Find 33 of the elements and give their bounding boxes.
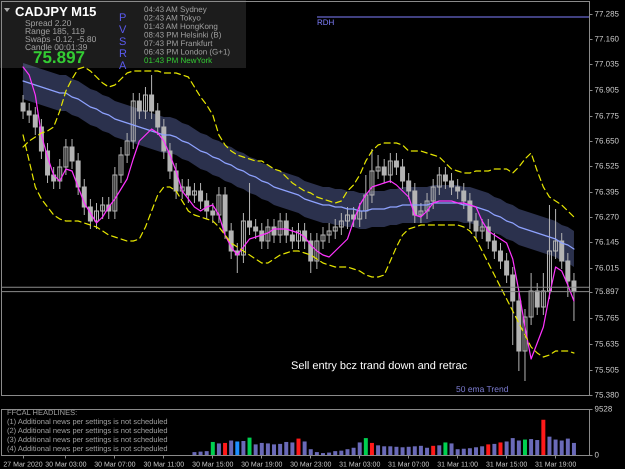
y-tick-label: 76.650 — [594, 136, 620, 146]
y-tick-label: 77.160 — [594, 34, 620, 44]
y-tick-label: 75.380 — [594, 390, 620, 400]
y-tick-label: 76.145 — [594, 238, 620, 246]
annotation: Range 185, 119 — [25, 26, 86, 36]
y-tick-label: 76.270 — [594, 212, 620, 222]
annotation: Candle 00:01:39 — [25, 42, 88, 52]
y-tick-label: 75.505 — [594, 366, 620, 374]
annotation: 02:43 AM Tokyo — [144, 14, 202, 22]
y-tick-label: 75.765 — [594, 314, 620, 322]
y-tick-label: 75.635 — [594, 340, 620, 348]
chart-title: CADJPY M15 — [15, 4, 96, 19]
y-tick-label: 76.525 — [594, 162, 620, 170]
y-tick-label: 76.775 — [594, 112, 620, 120]
annotation: PVSRA — [119, 12, 127, 72]
annotation: 06:43 PM London (G+1) — [144, 48, 230, 56]
y-tick-label: 76.015 — [594, 264, 620, 272]
y-tick-label: 76.395 — [594, 188, 620, 196]
y-tick-label: 76.905 — [594, 86, 620, 94]
annotation: 50 ema Trend — [456, 384, 509, 394]
annotation: 07:43 PM Frankfurt — [144, 39, 214, 48]
y-tick-label: 77.285 — [594, 10, 620, 18]
annotation: 04:43 AM Sydney — [144, 5, 207, 14]
y-tick-label: 75.897 — [594, 287, 620, 296]
y-tick-label: 9528 — [594, 404, 613, 414]
annotation: Spread 2.20 — [25, 18, 72, 28]
annotation: 01:43 PM NewYork — [144, 56, 214, 65]
ref-line-label: RDH — [317, 18, 335, 27]
annotation: Sell entry bcz trand down and retrac — [291, 360, 468, 372]
annotation: 08:43 PM Helsinki (B) — [144, 30, 222, 40]
annotation: 01:43 AM HongKong — [144, 22, 218, 31]
y-tick-label: 77.035 — [594, 60, 620, 68]
y-tick-label: 0 — [594, 450, 600, 460]
